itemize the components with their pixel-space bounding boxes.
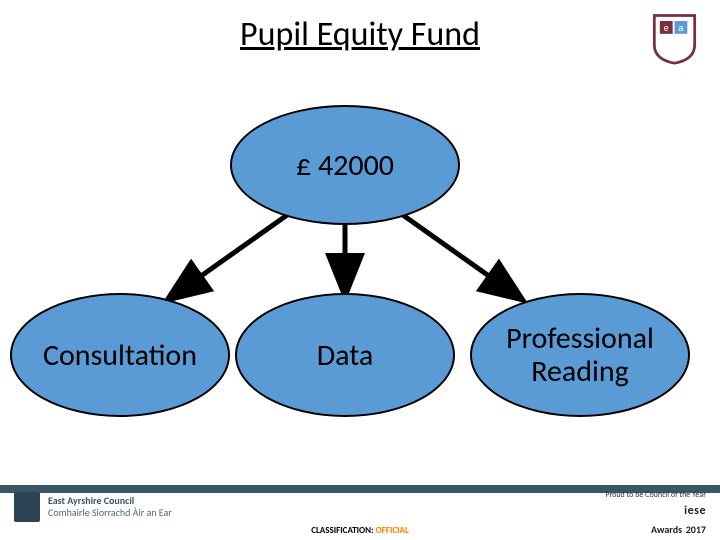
council-name: East Ayrshire Council Comhairle Siorrach… bbox=[48, 495, 172, 519]
slide: Pupil Equity Fund e a £ 42000 Consultati… bbox=[0, 0, 720, 540]
page-title: Pupil Equity Fund bbox=[0, 14, 720, 55]
council-crest-icon bbox=[14, 492, 40, 522]
node-professional-reading: Professional Reading bbox=[470, 293, 690, 417]
footer-left-logo: East Ayrshire Council Comhairle Siorrach… bbox=[14, 492, 172, 522]
award-tagline: Proud to be Council of the Year bbox=[605, 490, 706, 500]
node-amount: £ 42000 bbox=[230, 105, 460, 225]
council-subtitle: Comhairle Siorrachd Àir an Ear bbox=[48, 507, 172, 519]
node-label: £ 42000 bbox=[288, 149, 402, 182]
classification-label: CLASSIFICATION: OFFICIAL bbox=[0, 525, 720, 536]
node-data: Data bbox=[235, 293, 455, 417]
award-brand: iese bbox=[684, 504, 706, 518]
classification-prefix: CLASSIFICATION: bbox=[311, 525, 375, 536]
node-consultation: Consultation bbox=[10, 293, 230, 417]
node-label: Consultation bbox=[35, 339, 205, 372]
arrow-edge bbox=[400, 213, 520, 298]
node-label: Data bbox=[309, 339, 382, 372]
top-right-logo: e a bbox=[647, 10, 702, 65]
svg-text:e: e bbox=[664, 23, 669, 33]
arrows-layer bbox=[0, 0, 720, 540]
footer: East Ayrshire Council Comhairle Siorrach… bbox=[0, 482, 720, 540]
arrow-edge bbox=[170, 213, 290, 298]
node-label: Professional Reading bbox=[472, 322, 688, 388]
classification-value: OFFICIAL bbox=[376, 525, 409, 536]
